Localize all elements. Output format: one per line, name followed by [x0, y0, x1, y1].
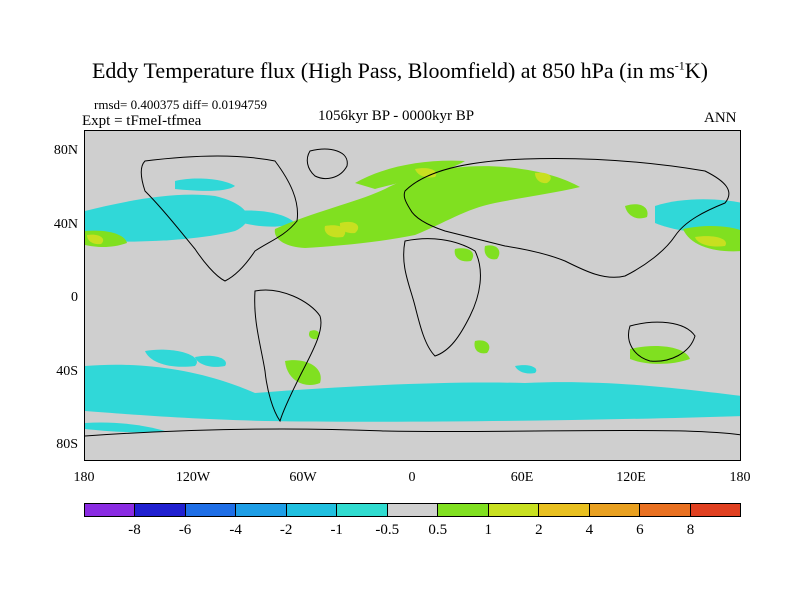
colorbar-label: 1 — [484, 522, 493, 538]
lon-label-120w: 120W — [175, 470, 211, 485]
lon-label-0: 0 — [408, 470, 416, 485]
anomaly-green-mozambique — [474, 340, 490, 354]
anomaly-cyan-southern-ocean — [85, 364, 740, 422]
anomaly-cyan-s-pacific-2 — [195, 355, 226, 367]
coast-australia — [628, 321, 696, 362]
anomaly-cyan-s-indian — [515, 365, 537, 374]
lat-label-80n: 80N — [53, 143, 78, 158]
colorbar-label: 0.5 — [428, 522, 448, 538]
colorbar-box-12 — [690, 504, 741, 516]
coast-greenland — [306, 148, 348, 179]
experiment-label: Expt = tFmeI-tfmea — [82, 113, 202, 129]
coast-north-america — [140, 155, 299, 282]
colorbar-box-4 — [286, 504, 338, 516]
coast-south-america — [254, 289, 322, 423]
coast-africa — [403, 238, 481, 357]
map-field — [85, 148, 740, 437]
colorbar-label: 8 — [686, 522, 695, 538]
anomaly-green-east-africa — [484, 245, 500, 260]
anomaly-green-middle-east — [454, 248, 474, 262]
colorbar-box-11 — [640, 504, 691, 516]
core-yellow-n-pacific-east — [695, 236, 726, 247]
colorbar — [84, 503, 741, 517]
colorbar-box-8 — [488, 504, 540, 516]
anomaly-cyan-antarctic-edge — [85, 422, 165, 433]
anomaly-cyan-nw-atlantic — [235, 210, 295, 227]
lat-label-40s: 40S — [56, 364, 78, 379]
colorbar-box-7 — [438, 504, 489, 516]
colorbar-box-5 — [337, 504, 388, 516]
colorbar-label: -2 — [279, 522, 293, 538]
negative-anomaly-regions — [85, 178, 740, 433]
map-panel — [84, 130, 741, 461]
positive-anomaly-regions — [85, 160, 740, 385]
anomaly-green-se-pacific — [308, 330, 320, 340]
core-yellow-w-pacific — [87, 234, 104, 245]
stats-label: rmsd= 0.400375 diff= 0.0194759 — [94, 97, 267, 112]
anomaly-green-central-asia — [625, 204, 648, 219]
anomaly-cyan-s-pacific-1 — [145, 349, 197, 367]
lon-label-60w: 60W — [289, 470, 317, 485]
colorbar-box-6 — [387, 504, 439, 516]
season-label: ANN — [704, 110, 737, 126]
lat-label-eq: 0 — [71, 290, 78, 305]
core-yellow-atlantic-east — [339, 221, 359, 234]
core-yellow-n-atlantic — [324, 225, 346, 238]
lat-label-40n: 40N — [53, 217, 78, 232]
anomaly-cyan-npacific — [85, 194, 248, 242]
anomaly-cyan-alaska — [175, 178, 235, 191]
colorbar-label: 2 — [535, 522, 543, 538]
lon-label-180w: 180 — [73, 470, 95, 485]
colorbar-label: 6 — [636, 522, 644, 538]
colorbar-label: -4 — [229, 522, 242, 538]
period-label: 1056kyr BP - 0000kyr BP — [318, 108, 475, 124]
colorbar-box-3 — [236, 504, 287, 516]
colorbar-label: -1 — [330, 522, 343, 538]
coastlines — [85, 148, 740, 437]
colorbar-box-0 — [85, 504, 136, 516]
lon-label-120e: 120E — [616, 470, 646, 485]
colorbar-box-2 — [185, 504, 237, 516]
colorbar-box-1 — [135, 504, 186, 516]
lat-label-80s: 80S — [56, 437, 78, 452]
lon-label-180e: 180 — [729, 470, 751, 485]
anomaly-green-north-atlantic — [355, 160, 465, 189]
lon-label-60e: 60E — [510, 470, 534, 485]
core-yellow-east-asia — [535, 172, 551, 184]
anomaly-green-s-america — [285, 360, 321, 385]
coast-antarctica — [85, 428, 740, 437]
colorbar-label: -6 — [178, 522, 192, 538]
plot-title: Eddy Temperature flux (High Pass, Bloomf… — [91, 58, 708, 83]
colorbar-label: -0.5 — [375, 522, 400, 538]
coast-eurasia — [403, 158, 730, 278]
colorbar-box-9 — [539, 504, 590, 516]
colorbar-label: 4 — [585, 522, 594, 538]
colorbar-box-10 — [589, 504, 641, 516]
colorbar-label: -8 — [128, 522, 141, 538]
